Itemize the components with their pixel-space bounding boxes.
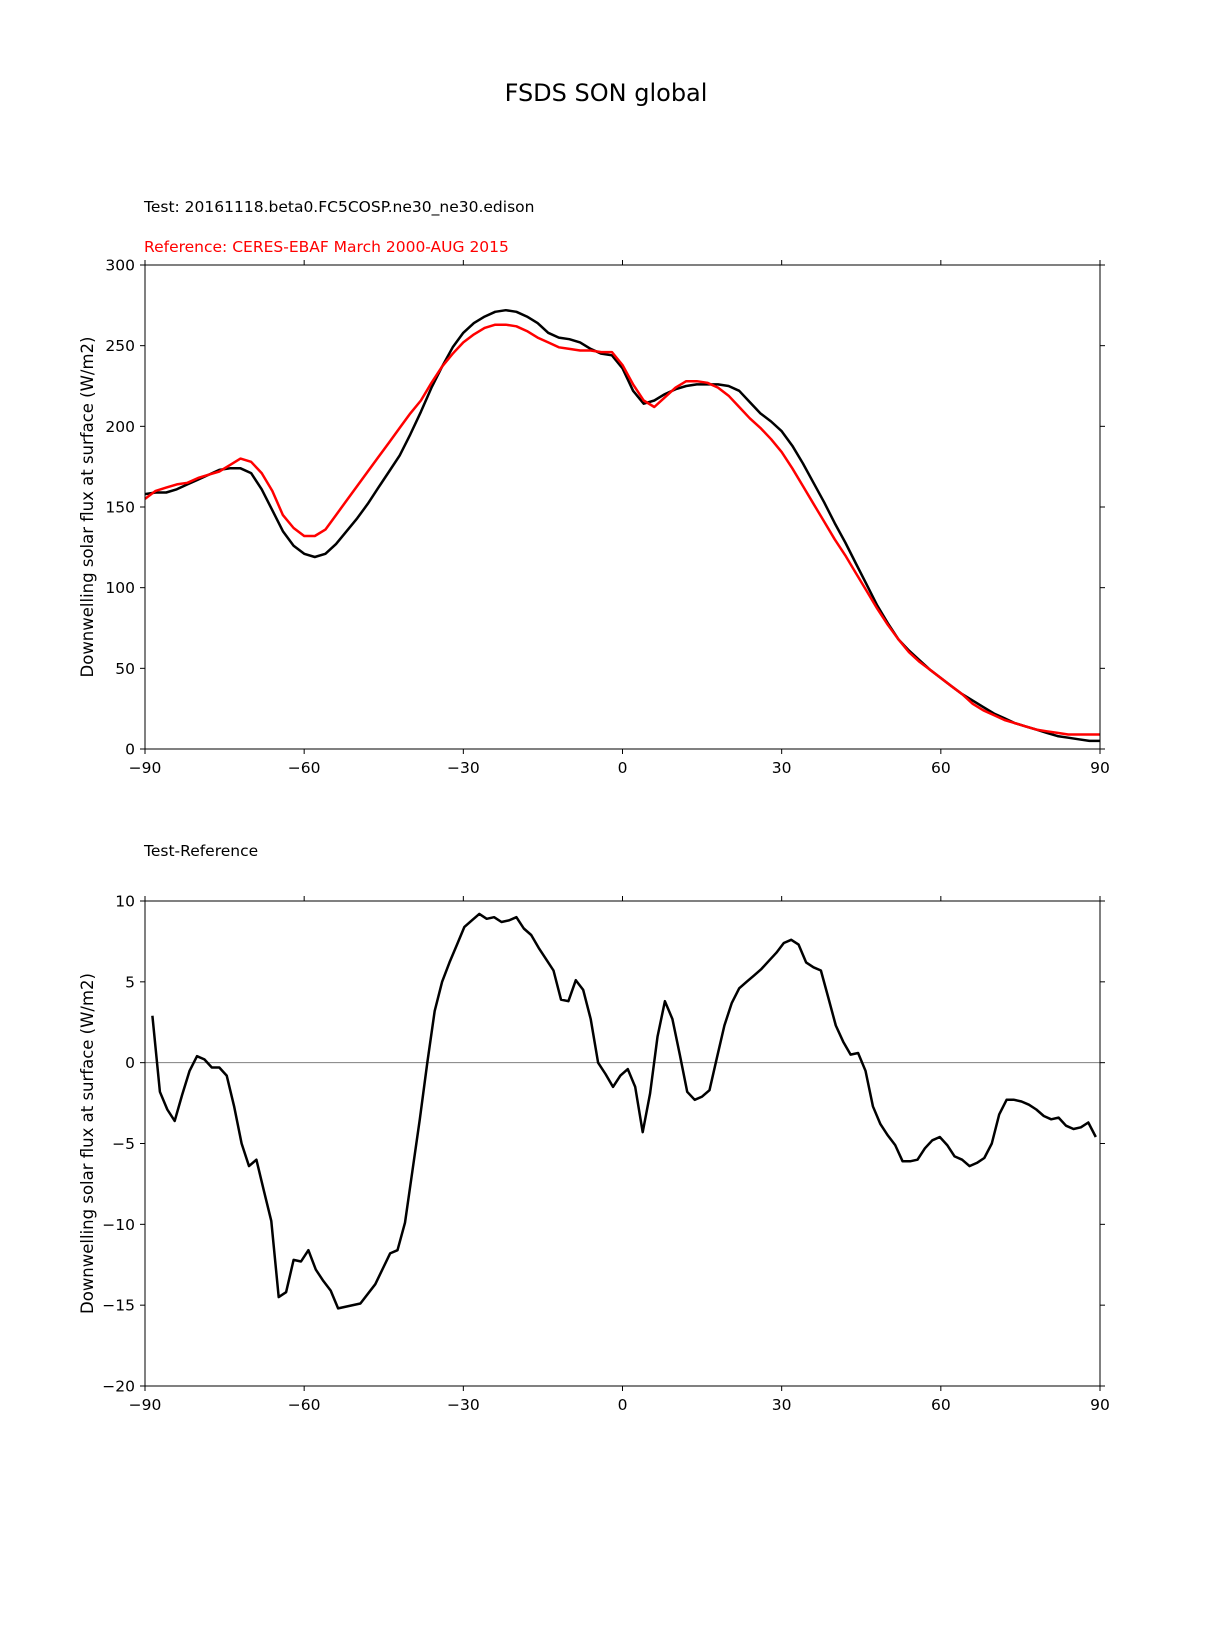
bottom-x-tick-label: 60 [931, 1396, 951, 1414]
bottom-y-tick-label: 5 [125, 973, 135, 991]
top-y-tick-label: 250 [105, 337, 135, 355]
bottom-x-tick-label: 0 [618, 1396, 628, 1414]
bottom-x-tick-label: −90 [129, 1396, 162, 1414]
bottom-y-tick-label: −20 [102, 1378, 135, 1396]
difference-label: Test-Reference [143, 842, 258, 860]
bottom-series-lines [151, 912, 1097, 1310]
bottom-y-tick-label: −15 [102, 1297, 135, 1315]
top-y-tick-label: 300 [105, 257, 135, 275]
bottom-plot-frame [144, 900, 1101, 1387]
top-y-axis-label: Downwelling solar flux at surface (W/m2) [78, 337, 97, 678]
top-chart-panel: Test: 20161118.beta0.FC5COSP.ne30_ne30.e… [78, 198, 1110, 777]
top-x-tick-label: −60 [288, 759, 321, 777]
test-case-label: Test: 20161118.beta0.FC5COSP.ne30_ne30.e… [143, 198, 534, 217]
top-y-tick-label: 50 [115, 660, 135, 678]
bottom-y-axis-label: Downwelling solar flux at surface (W/m2) [78, 973, 97, 1314]
top-x-tick-label: 30 [772, 759, 792, 777]
top-y-tick-label: 100 [105, 579, 135, 597]
bottom-x-tick-label: 30 [772, 1396, 792, 1414]
reference-case-label: Reference: CERES-EBAF March 2000-AUG 201… [144, 238, 509, 256]
top-reference-series-line [144, 323, 1100, 736]
bottom-y-tick-label: 10 [115, 893, 135, 911]
bottom-axis-ticks: −90 −60 −30 0 30 60 90 −20 −15 −10 −5 0 5 10 [102, 893, 1110, 1415]
top-y-tick-label: 150 [105, 499, 135, 517]
bottom-difference-series-line [151, 912, 1097, 1310]
top-x-tick-label: −90 [129, 759, 162, 777]
figure-title: FSDS SON global [505, 79, 708, 107]
bottom-chart-panel: Test-Reference Downwelling solar flux at… [78, 842, 1110, 1414]
top-x-tick-label: 90 [1090, 759, 1110, 777]
top-series-lines [144, 308, 1100, 743]
top-y-tick-label: 200 [105, 418, 135, 436]
top-plot-frame [144, 264, 1101, 750]
top-y-tick-label: 0 [125, 741, 135, 759]
top-test-series-line [144, 308, 1100, 743]
top-x-tick-label: 0 [618, 759, 628, 777]
top-x-tick-label: −30 [447, 759, 480, 777]
bottom-x-tick-label: −60 [288, 1396, 321, 1414]
bottom-x-tick-label: −30 [447, 1396, 480, 1414]
bottom-x-tick-label: 90 [1090, 1396, 1110, 1414]
bottom-y-tick-label: −5 [112, 1135, 135, 1153]
bottom-y-tick-label: −10 [102, 1216, 135, 1234]
bottom-y-tick-label: 0 [125, 1054, 135, 1072]
top-x-tick-label: 60 [931, 759, 951, 777]
top-axis-ticks: −90 −60 −30 0 30 60 90 0 50 100 150 200 250 300 [105, 257, 1109, 778]
